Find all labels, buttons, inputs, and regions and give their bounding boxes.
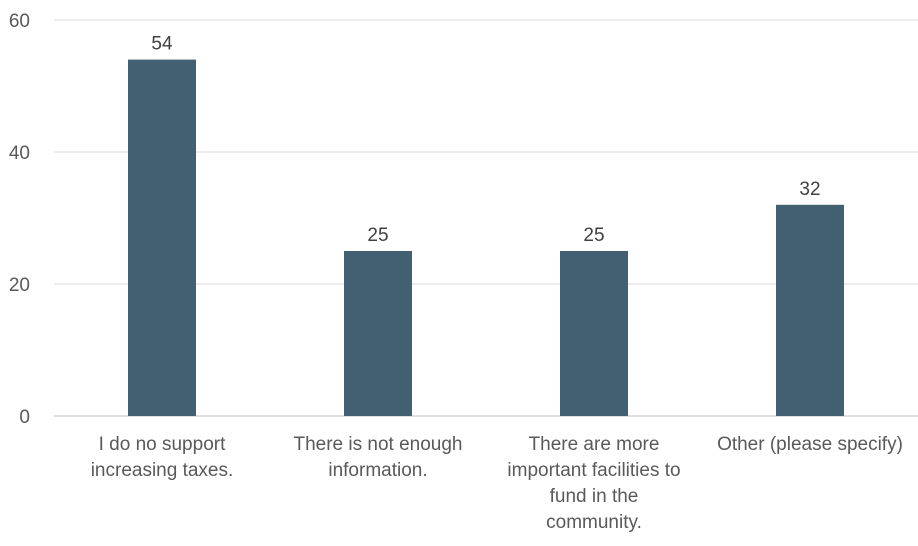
category-label-line: Other (please specify) <box>717 434 903 455</box>
category-label: Other (please specify) <box>717 434 903 455</box>
data-labels: 54 25 25 32 <box>151 34 820 246</box>
category-label-line: There are more <box>529 434 660 455</box>
category-label-line: increasing taxes. <box>91 460 234 481</box>
data-label: 25 <box>583 225 604 246</box>
category-label-line: I do no support <box>99 434 226 455</box>
category-label-line: information. <box>328 460 427 481</box>
bar <box>344 251 412 416</box>
category-label-line: There is not enough <box>293 434 462 455</box>
bar <box>560 251 628 416</box>
bars <box>128 59 844 416</box>
category-label: I do no support increasing taxes. <box>91 434 234 481</box>
gridlines <box>54 19 918 417</box>
y-tick-label: 20 <box>9 275 30 296</box>
data-label: 32 <box>799 179 820 200</box>
y-tick-label: 60 <box>9 11 30 32</box>
category-label-line: community. <box>546 512 642 533</box>
y-tick-label: 0 <box>19 407 30 428</box>
x-axis-category-labels: I do no support increasing taxes. There is… <box>91 434 903 533</box>
category-label: There is not enough information. <box>293 434 462 481</box>
category-label-line: fund in the <box>550 486 639 507</box>
category-label: There are more important facilities to fun… <box>507 434 680 533</box>
category-label-line: important facilities to <box>507 460 680 481</box>
y-axis-tick-labels: 0 20 40 60 <box>9 11 30 428</box>
bar <box>776 204 844 416</box>
data-label: 25 <box>367 225 388 246</box>
data-label: 54 <box>151 34 173 55</box>
y-tick-label: 40 <box>9 143 30 164</box>
bar <box>128 59 196 416</box>
